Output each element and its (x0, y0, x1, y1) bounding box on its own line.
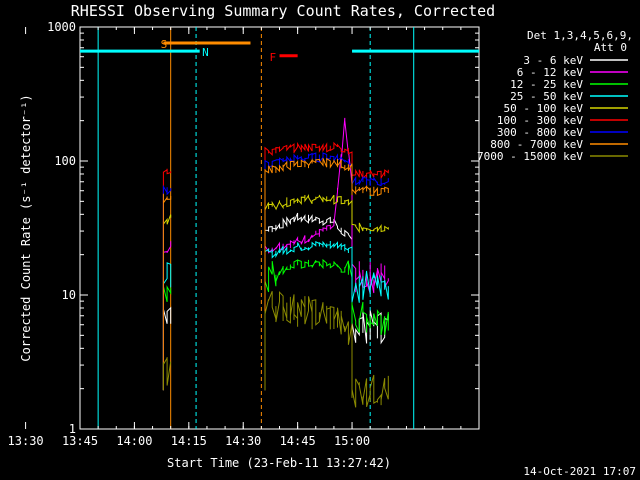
x-tick-label: 14:00 (116, 434, 152, 448)
x-tick-label: 13:30 (8, 434, 44, 448)
x-tick-label: 15:00 (334, 434, 370, 448)
y-axis-ticks: 1 10 100 1000 (47, 20, 479, 436)
series-line (162, 193, 172, 391)
flag-label: F (270, 51, 277, 64)
y-tick-label: 100 (54, 154, 76, 168)
series-line (264, 193, 389, 391)
y-tick-label: 1000 (47, 20, 76, 34)
series-line (264, 117, 389, 391)
series-line (264, 290, 389, 408)
x-tick-label: 14:15 (171, 434, 207, 448)
y-tick-label: 1 (69, 422, 76, 436)
series-line (162, 184, 172, 391)
series-group (162, 117, 389, 408)
y-axis-label: Corrected Count Rate (s⁻¹ detector⁻¹) (19, 94, 33, 361)
flag-label: S (161, 38, 168, 51)
legend-entry-label: 300 - 800 keV (497, 126, 583, 139)
legend-header-detectors: Det 1,3,4,5,6,9, (527, 29, 633, 42)
series-line (162, 168, 172, 391)
series-line (264, 240, 389, 391)
footer-date: 14-Oct-2021 17:07 (523, 465, 636, 478)
legend-entry-label: 800 - 7000 keV (490, 138, 583, 151)
y-tick-label: 10 (62, 288, 76, 302)
x-tick-label: 14:45 (280, 434, 316, 448)
legend-entry-label: 100 - 300 keV (497, 114, 583, 127)
series-line (264, 141, 389, 391)
chart-title: RHESSI Observing Summary Count Rates, Co… (71, 2, 495, 20)
legend-entry-label: 25 - 50 keV (510, 90, 583, 103)
series-line (264, 157, 389, 391)
flag-bars: N S F (80, 38, 479, 64)
legend-entry-label: 3 - 6 keV (523, 54, 583, 67)
series-line (264, 258, 389, 391)
series-line (162, 357, 172, 391)
legend-header-attenuator: Att 0 (594, 41, 627, 54)
x-tick-label: 14:30 (225, 434, 261, 448)
x-axis-ticks: 13:30 13:45 14:00 14:15 14:30 14:45 15:00 (8, 27, 480, 448)
x-axis-label: Start Time (23-Feb-11 13:27:42) (167, 456, 391, 470)
series-line (264, 152, 389, 391)
legend-entry-label: 7000 - 15000 keV (477, 150, 583, 163)
x-tick-label: 13:45 (62, 434, 98, 448)
legend-entry-label: 6 - 12 keV (517, 66, 584, 79)
flag-label: N (202, 46, 209, 59)
legend-entry-label: 50 - 100 keV (504, 102, 584, 115)
legend-entry-label: 12 - 25 keV (510, 78, 583, 91)
